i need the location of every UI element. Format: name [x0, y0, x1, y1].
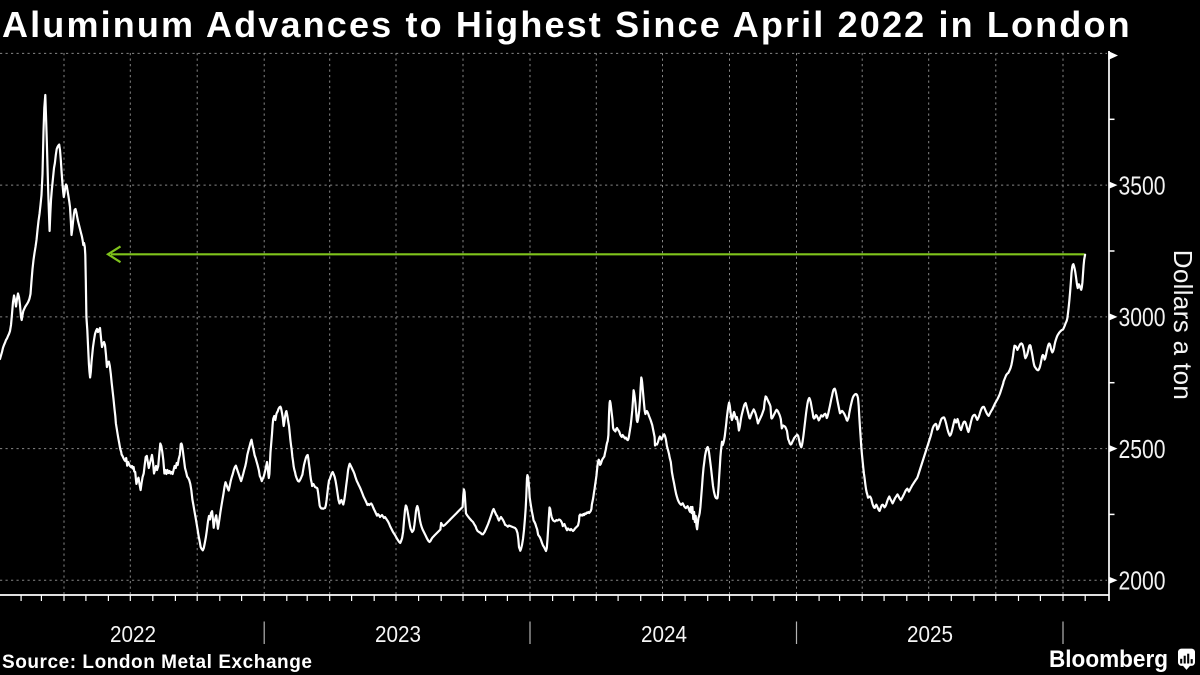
svg-text:2500: 2500	[1119, 434, 1166, 464]
svg-text:Bloomberg: Bloomberg	[1049, 646, 1168, 673]
svg-text:Aluminum Advances to Highest S: Aluminum Advances to Highest Since April…	[2, 4, 1132, 45]
svg-text:2023: 2023	[375, 621, 421, 647]
svg-text:2025: 2025	[907, 621, 953, 647]
svg-text:Dollars a ton: Dollars a ton	[1168, 250, 1198, 401]
svg-text:2000: 2000	[1119, 566, 1166, 596]
svg-text:3500: 3500	[1119, 170, 1166, 200]
svg-text:2024: 2024	[641, 621, 687, 647]
svg-text:3000: 3000	[1119, 302, 1166, 332]
svg-text:2022: 2022	[110, 621, 156, 647]
svg-text:Source: London Metal Exchange: Source: London Metal Exchange	[2, 652, 313, 673]
